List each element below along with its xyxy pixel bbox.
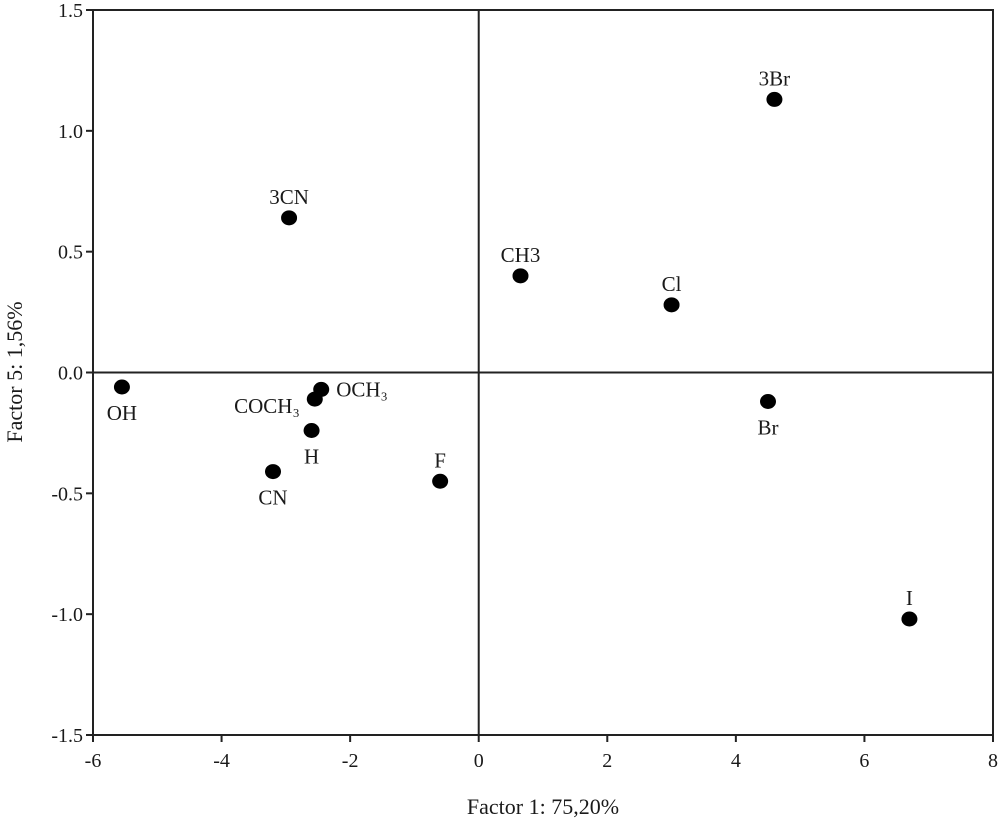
x-tick-label: -4 bbox=[213, 750, 230, 772]
y-tick-label: 1.5 bbox=[58, 0, 83, 22]
y-tick-label: -1.5 bbox=[51, 725, 83, 747]
x-tick-label: 8 bbox=[988, 750, 998, 772]
data-point bbox=[760, 394, 776, 409]
point-label: Cl bbox=[662, 272, 682, 296]
data-points: 3Br 3CN CH3 Cl OH OCH₃ COCH₃ Br H CN F I bbox=[107, 66, 918, 627]
y-tick-label: -0.5 bbox=[51, 483, 83, 505]
x-axis-title: Factor 1: 75,20% bbox=[467, 794, 619, 819]
point-label: OH bbox=[107, 401, 137, 425]
point-label: 3CN bbox=[269, 185, 309, 209]
point-label: F bbox=[434, 448, 446, 472]
data-point bbox=[281, 210, 298, 226]
x-tick-label: 2 bbox=[602, 750, 612, 772]
y-tick-label: 0.5 bbox=[58, 242, 83, 264]
point-label: CH3 bbox=[501, 243, 541, 267]
x-tick-label: -2 bbox=[342, 750, 359, 772]
point-label: COCH₃ bbox=[234, 394, 300, 418]
x-tick-label: 4 bbox=[731, 750, 741, 772]
x-tick-label: 0 bbox=[474, 750, 484, 772]
x-tick-label: 6 bbox=[859, 750, 869, 772]
data-point bbox=[432, 473, 449, 489]
point-label: H bbox=[304, 445, 319, 469]
point-label: CN bbox=[258, 486, 287, 510]
data-point bbox=[303, 423, 320, 438]
data-point bbox=[265, 464, 281, 480]
data-point bbox=[663, 297, 680, 313]
y-tick-label: 0.0 bbox=[58, 363, 83, 385]
data-point bbox=[512, 268, 529, 284]
data-point bbox=[113, 379, 130, 395]
point-label: 3Br bbox=[759, 66, 791, 90]
point-label: I bbox=[906, 586, 913, 610]
x-tick-label: -6 bbox=[85, 750, 102, 772]
data-point bbox=[901, 611, 918, 627]
data-point bbox=[306, 391, 323, 407]
point-label: Br bbox=[758, 416, 779, 440]
data-point bbox=[766, 91, 783, 107]
y-tick-label: 1.0 bbox=[58, 121, 83, 143]
y-tick-label: -1.0 bbox=[51, 604, 83, 626]
y-axis-title: Factor 5: 1,56% bbox=[2, 301, 27, 442]
x-axis-ticks: -6 -4 -2 0 2 4 6 8 bbox=[85, 735, 998, 772]
y-axis-ticks: 1.5 1.0 0.5 0.0 -0.5 -1.0 -1.5 bbox=[51, 0, 93, 747]
point-label: OCH₃ bbox=[336, 377, 388, 401]
